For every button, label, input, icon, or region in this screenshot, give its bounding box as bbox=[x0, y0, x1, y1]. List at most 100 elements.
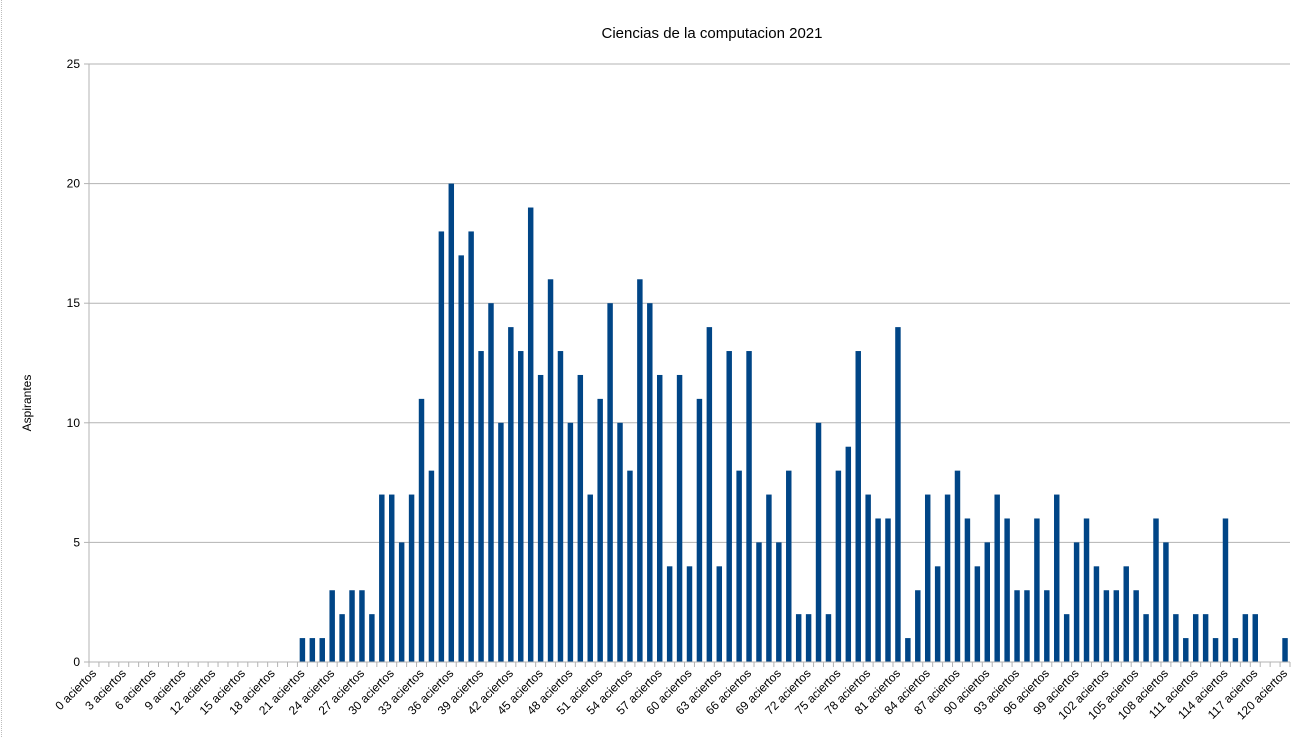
bar bbox=[468, 231, 474, 662]
bar bbox=[1202, 614, 1209, 662]
bar bbox=[408, 494, 415, 662]
bar bbox=[1024, 590, 1030, 662]
bar bbox=[637, 279, 643, 662]
y-tick-label: 25 bbox=[67, 57, 81, 71]
bar bbox=[1232, 638, 1239, 662]
bar bbox=[825, 614, 832, 662]
bar bbox=[924, 494, 931, 662]
bar bbox=[676, 374, 683, 662]
y-tick-label: 15 bbox=[67, 296, 81, 310]
bar bbox=[379, 494, 385, 662]
bar bbox=[1103, 590, 1110, 662]
bar bbox=[1163, 542, 1169, 662]
bar bbox=[448, 183, 455, 662]
bar bbox=[855, 351, 861, 662]
bar bbox=[1133, 590, 1139, 662]
bar bbox=[398, 542, 405, 662]
bar bbox=[617, 422, 623, 662]
y-axis-label: Aspirantes bbox=[20, 375, 34, 432]
bar bbox=[547, 279, 554, 662]
bar bbox=[1222, 518, 1229, 662]
bar bbox=[349, 590, 355, 662]
bars bbox=[299, 183, 1288, 663]
bar bbox=[865, 494, 871, 662]
bar bbox=[1083, 518, 1090, 662]
axes bbox=[84, 63, 1291, 667]
bar bbox=[994, 494, 1000, 662]
bar bbox=[756, 542, 762, 662]
bar bbox=[369, 614, 375, 662]
bar bbox=[567, 422, 574, 662]
bar bbox=[1034, 518, 1040, 662]
bar bbox=[686, 566, 693, 662]
bar bbox=[1123, 566, 1129, 662]
y-tick-labels: 0 5 10 15 20 25 bbox=[67, 57, 81, 669]
bar bbox=[319, 638, 325, 662]
bar bbox=[647, 303, 653, 662]
y-tick-label: 20 bbox=[67, 177, 81, 191]
bar bbox=[984, 542, 990, 662]
bar bbox=[1242, 614, 1249, 662]
bar bbox=[1093, 566, 1100, 662]
bar bbox=[1282, 638, 1288, 662]
gridlines bbox=[89, 63, 1290, 543]
bar bbox=[518, 351, 524, 662]
bar bbox=[309, 638, 316, 662]
bar bbox=[934, 566, 941, 662]
bar bbox=[1044, 590, 1050, 662]
bar bbox=[498, 422, 504, 662]
bar bbox=[666, 566, 673, 662]
bar bbox=[944, 494, 951, 662]
bar bbox=[875, 518, 881, 662]
bar bbox=[1054, 494, 1060, 662]
bar bbox=[726, 351, 732, 662]
bar bbox=[1143, 614, 1149, 662]
bar bbox=[508, 327, 514, 662]
bar bbox=[557, 351, 564, 662]
bar bbox=[438, 231, 445, 662]
bar bbox=[845, 446, 852, 662]
bar bbox=[905, 638, 911, 662]
bar bbox=[458, 255, 464, 663]
page-edge-dotted-line bbox=[1, 0, 2, 737]
bar bbox=[805, 614, 812, 662]
bar bbox=[389, 494, 395, 662]
bar bbox=[478, 351, 484, 662]
bar bbox=[696, 398, 703, 662]
bar bbox=[329, 590, 335, 662]
bar bbox=[706, 327, 713, 662]
bar bbox=[1212, 638, 1219, 662]
bar bbox=[607, 303, 613, 662]
bar bbox=[537, 374, 544, 662]
bar bbox=[835, 470, 842, 662]
y-tick-label: 0 bbox=[73, 655, 80, 669]
bar bbox=[895, 327, 901, 662]
chart-title: Ciencias de la computacion 2021 bbox=[602, 25, 823, 42]
bar bbox=[1073, 542, 1080, 662]
bar bbox=[795, 614, 802, 662]
bar bbox=[527, 207, 534, 662]
bar bbox=[656, 374, 663, 662]
bar bbox=[776, 542, 782, 662]
bar bbox=[964, 518, 971, 662]
y-tick-label: 5 bbox=[73, 535, 80, 549]
bar bbox=[974, 566, 981, 662]
bar bbox=[597, 398, 603, 662]
bar bbox=[299, 638, 306, 662]
bar bbox=[954, 470, 961, 662]
bar bbox=[1113, 590, 1120, 662]
bar bbox=[915, 590, 921, 662]
bar bbox=[766, 494, 772, 662]
bar bbox=[1173, 614, 1179, 662]
bar bbox=[577, 374, 584, 662]
bar bbox=[885, 518, 891, 662]
bar bbox=[746, 351, 752, 662]
bar bbox=[1014, 590, 1020, 662]
bar bbox=[627, 470, 633, 662]
bar bbox=[815, 422, 822, 662]
y-tick-label: 10 bbox=[67, 416, 81, 430]
bar bbox=[736, 470, 742, 662]
bar bbox=[716, 566, 723, 662]
